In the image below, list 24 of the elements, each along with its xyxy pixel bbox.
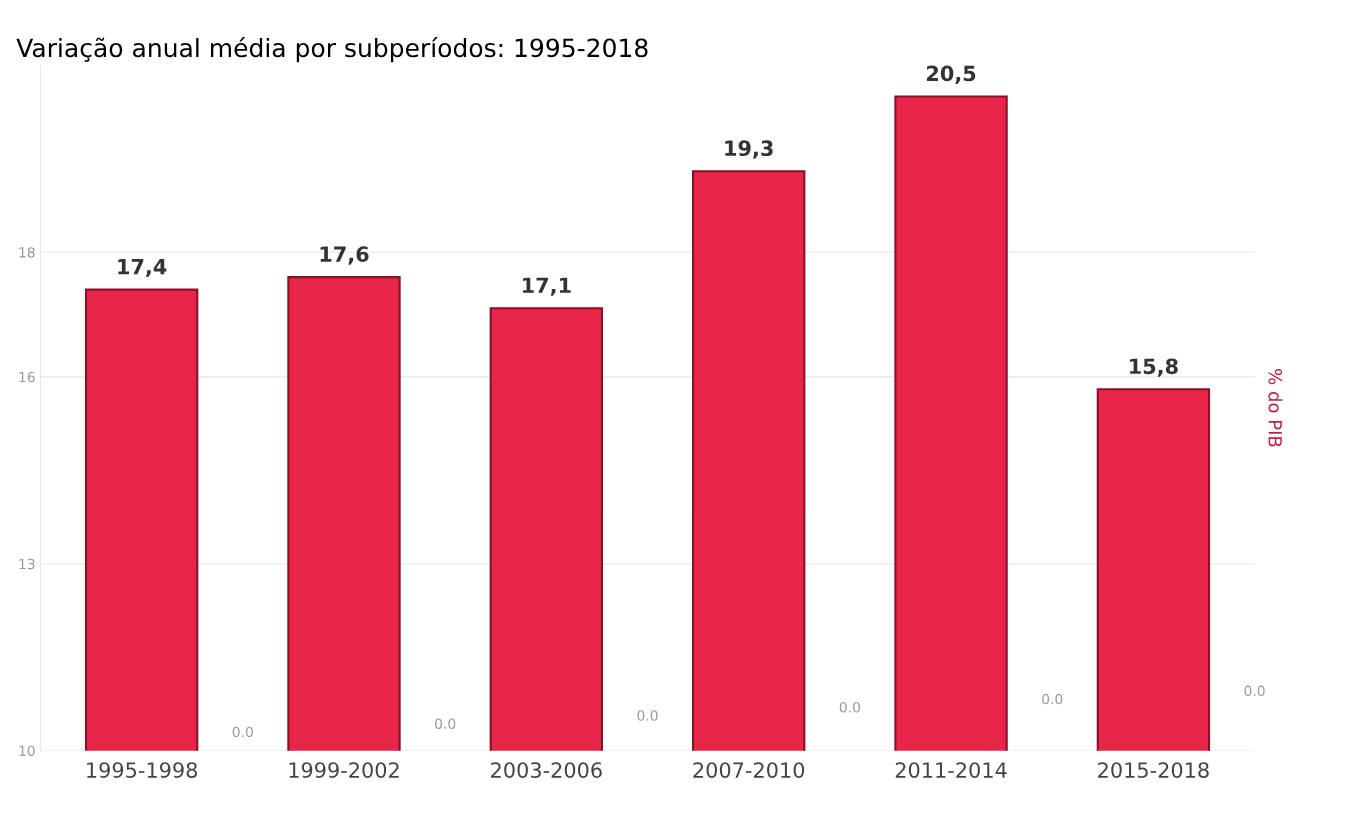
y-tick-label: 18: [19, 247, 35, 258]
chart-title: Variação anual média por subperíodos: 1995-2018: [16, 36, 648, 63]
y-tick-label: 13: [19, 558, 35, 570]
x-tick-label: 1999-2002: [289, 762, 399, 778]
annotation: 0.0: [1042, 693, 1063, 705]
y-tick-label: 16: [19, 371, 35, 383]
data-label: 19,3: [725, 140, 773, 159]
data-label: 15,8: [1130, 358, 1178, 377]
data-label: 17,4: [118, 258, 167, 278]
x-tick-label: 2015-2018: [1098, 762, 1209, 778]
x-tick-label: 2003-2006: [491, 762, 602, 778]
annotation: 0.0: [1244, 685, 1265, 697]
data-label: 17,1: [523, 277, 571, 296]
annotation: 0.0: [435, 718, 456, 729]
y-tick-label: 10: [19, 745, 35, 757]
data-label: 17,6: [320, 246, 369, 265]
x-tick-label: 1995-1998: [87, 762, 197, 778]
y-axis-title: % do PIB: [1268, 369, 1283, 447]
x-tick-label: 2011-2014: [895, 762, 1007, 778]
x-tick-label: 2007-2010: [693, 762, 805, 778]
annotation: 0.0: [839, 702, 860, 713]
annotation: 0.0: [637, 710, 658, 721]
data-label: 20,5: [926, 65, 976, 84]
annotation: 0.0: [232, 726, 253, 738]
